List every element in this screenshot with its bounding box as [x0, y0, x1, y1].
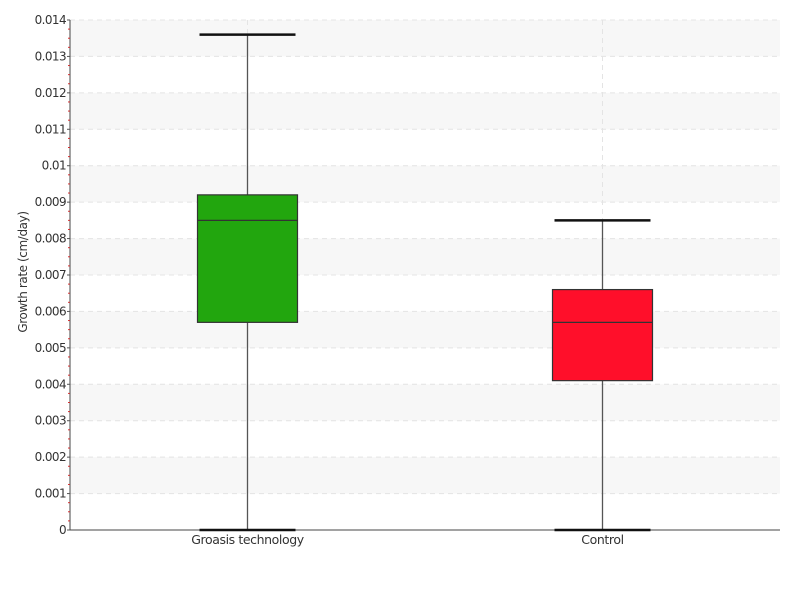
grid-band [70, 311, 780, 348]
y-tick-label: 0.007 [35, 268, 66, 282]
grid-band [70, 20, 780, 57]
x-category-label: Control [581, 532, 623, 547]
background-bands [70, 20, 780, 494]
y-tick-label: 0.003 [35, 414, 66, 428]
y-tick-label: 0.008 [35, 232, 66, 246]
x-category-label: Groasis technology [191, 532, 305, 547]
y-tick-label: 0.011 [35, 122, 66, 136]
y-axis-title: Growth rate (cm/day) [16, 211, 30, 332]
y-tick-label: 0.004 [35, 377, 66, 391]
grid-band [70, 165, 780, 203]
grid-band [70, 384, 780, 421]
grid-band [70, 92, 780, 130]
y-tick-label: 0.012 [35, 86, 66, 100]
y-tick-label: 0.014 [35, 13, 66, 27]
y-tick-label: 0.009 [35, 195, 66, 209]
boxes: Groasis technology Control [191, 33, 654, 547]
y-axis-ticks: 0 0.001 0.002 0.003 0.004 0.005 0.006 0.007 0.00… [35, 13, 70, 537]
box-iqr [196, 194, 299, 323]
box-0: Groasis technology [191, 33, 305, 547]
y-tick-label: 0.006 [35, 304, 66, 318]
y-tick-label: 0.005 [35, 341, 66, 355]
y-tick-label: 0.013 [35, 49, 66, 63]
grid-band [70, 457, 780, 494]
y-tick-label: 0.001 [35, 487, 66, 501]
box-iqr [551, 288, 654, 382]
box-1: Control [551, 219, 654, 547]
y-tick-label: 0.002 [35, 450, 66, 464]
y-tick-label: 0.01 [42, 159, 66, 173]
y-tick-label: 0 [59, 523, 66, 537]
grid-band [70, 238, 780, 275]
